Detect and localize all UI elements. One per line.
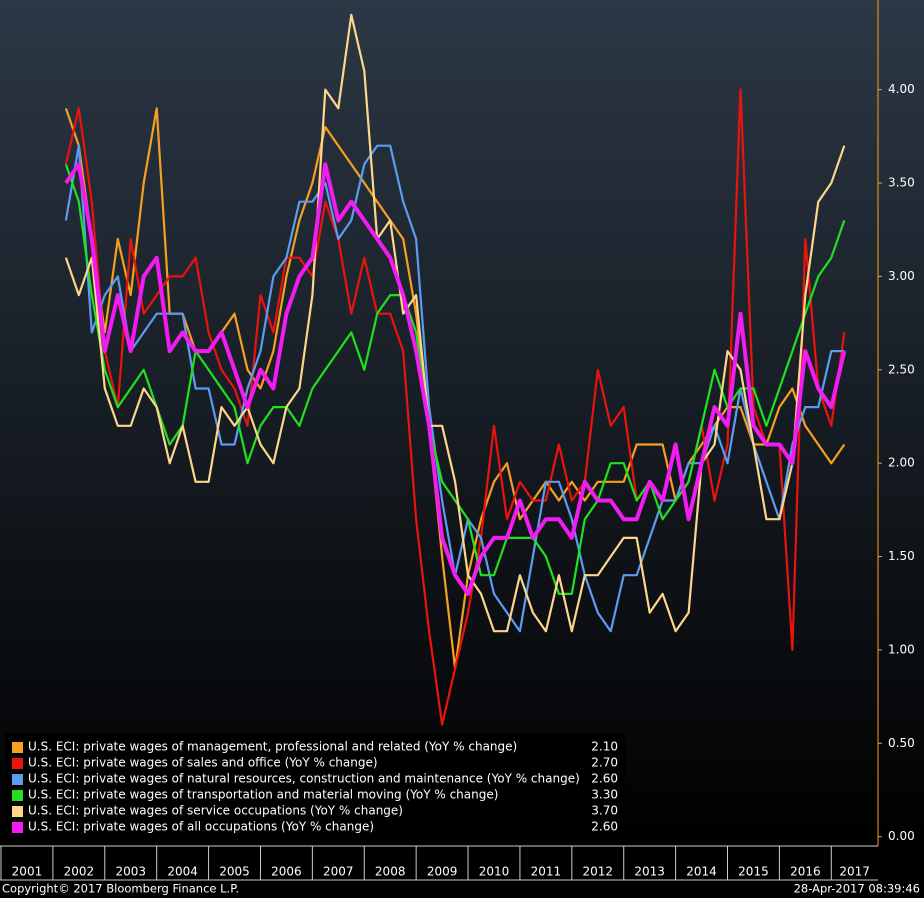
plot-background	[0, 0, 924, 846]
legend-label: U.S. ECI: private wages of sales and off…	[28, 756, 378, 770]
x-tick-label: 2013	[634, 865, 665, 879]
y-tick-label: 0.50	[888, 736, 915, 750]
x-tick-label: 2016	[790, 865, 821, 879]
x-tick-label: 2006	[271, 865, 302, 879]
legend-value: 2.10	[591, 740, 618, 754]
legend-label: U.S. ECI: private wages of natural resou…	[28, 772, 580, 786]
x-tick-label: 2004	[167, 865, 198, 879]
legend-value: 3.70	[591, 804, 618, 818]
x-tick-label: 2009	[427, 865, 458, 879]
y-tick-label: 3.00	[888, 269, 915, 283]
legend-swatch	[12, 806, 23, 817]
timestamp: 28-Apr-2017 08:39:46	[794, 882, 920, 896]
legend-label: U.S. ECI: private wages of all occupatio…	[28, 820, 374, 834]
series-line	[64, 13, 846, 633]
legend-value: 2.60	[591, 820, 618, 834]
copyright: Copyright© 2017 Bloomberg Finance L.P.	[2, 882, 239, 896]
legend-value: 2.70	[591, 756, 618, 770]
series-line	[64, 88, 846, 726]
legend-label: U.S. ECI: private wages of management, p…	[28, 740, 517, 754]
legend-swatch	[12, 822, 23, 833]
y-tick-label: 2.00	[888, 456, 915, 470]
x-tick-label: 2007	[323, 865, 354, 879]
y-tick-label: 1.00	[888, 642, 915, 656]
x-tick-label: 2011	[531, 865, 562, 879]
legend-label: U.S. ECI: private wages of service occup…	[28, 804, 403, 818]
y-tick-label: 4.00	[888, 82, 915, 96]
legend-swatch	[12, 790, 23, 801]
y-tick-label: 1.50	[888, 549, 915, 563]
x-tick-label: 2002	[64, 865, 95, 879]
legend-label: U.S. ECI: private wages of transportatio…	[28, 788, 498, 802]
legend-box	[5, 733, 625, 843]
y-tick-label: 3.50	[888, 176, 915, 190]
legend-swatch	[12, 774, 23, 785]
x-tick-label: 2012	[583, 865, 614, 879]
legend-value: 3.30	[591, 788, 618, 802]
legend-swatch	[12, 758, 23, 769]
y-tick-label: 0.00	[888, 829, 915, 843]
x-tick-label: 2014	[686, 865, 717, 879]
x-tick-label: 2003	[115, 865, 146, 879]
x-tick-label: 2008	[375, 865, 406, 879]
series-line	[64, 162, 847, 596]
x-tick-label: 2015	[738, 865, 769, 879]
x-tick-label: 2010	[479, 865, 510, 879]
legend-value: 2.60	[591, 772, 618, 786]
axis-background	[0, 846, 924, 898]
y-tick-label: 2.50	[888, 362, 915, 376]
legend-swatch	[12, 742, 23, 753]
x-tick-label: 2017	[839, 865, 870, 879]
x-tick-label: 2001	[12, 865, 43, 879]
x-tick-label: 2005	[219, 865, 250, 879]
